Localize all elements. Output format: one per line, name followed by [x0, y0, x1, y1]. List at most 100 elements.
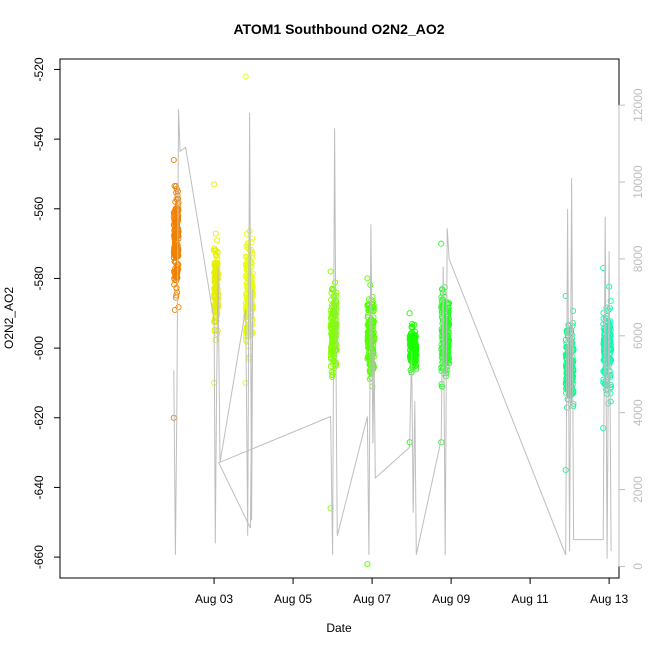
data-point	[175, 265, 182, 273]
data-point	[175, 252, 182, 259]
y2-tick-label: 6000	[631, 322, 645, 349]
data-point	[214, 262, 221, 269]
y2-tick-label: 10000	[631, 165, 645, 199]
data-point	[212, 336, 219, 344]
data-point	[568, 339, 575, 346]
data-point	[175, 232, 182, 240]
y-tick-label: -540	[32, 127, 46, 151]
data-point	[213, 284, 220, 292]
data-point	[607, 349, 614, 356]
data-point	[445, 348, 452, 355]
y-tick-label: -580	[32, 266, 46, 290]
data-point	[331, 353, 338, 360]
data-point	[175, 228, 182, 236]
scatter-series-0	[170, 156, 182, 421]
data-point	[411, 321, 418, 328]
data-point	[568, 331, 575, 338]
data-point	[212, 319, 219, 326]
data-point	[327, 268, 334, 275]
x-tick-label: Aug 13	[590, 592, 628, 606]
data-point	[242, 379, 249, 386]
data-point	[370, 301, 377, 308]
scatter-series-6	[438, 240, 453, 446]
data-point	[173, 277, 180, 284]
data-point	[364, 275, 371, 282]
data-point	[242, 73, 249, 80]
y2-tick-label: 4000	[631, 399, 645, 426]
data-point	[445, 310, 452, 317]
data-point	[413, 347, 420, 354]
data-point	[175, 304, 182, 311]
data-point	[413, 351, 420, 358]
data-point	[172, 183, 180, 190]
plot-frame	[59, 58, 620, 579]
y-axis-title: O2N2_AO2	[2, 287, 16, 349]
data-point	[214, 237, 221, 244]
trace-line	[173, 108, 612, 559]
data-point	[173, 273, 180, 280]
plot-layer	[170, 73, 615, 568]
data-point	[370, 334, 378, 341]
data-point	[173, 285, 180, 292]
y2-tick-label: 0	[631, 563, 645, 570]
data-point	[249, 283, 256, 290]
y-tick-label: -620	[32, 405, 46, 429]
y-tick-label: -640	[32, 475, 46, 499]
data-point	[370, 307, 377, 315]
data-point	[564, 404, 571, 411]
data-point	[370, 346, 377, 353]
data-point	[212, 230, 219, 237]
data-point	[607, 339, 614, 346]
data-point	[412, 333, 419, 340]
data-point	[412, 332, 419, 339]
data-point	[214, 281, 221, 288]
x-axis-title: Date	[326, 621, 352, 635]
x-tick-label: Aug 05	[274, 592, 312, 606]
data-point	[607, 331, 614, 338]
data-point	[175, 235, 182, 242]
data-point	[413, 357, 420, 364]
x-tick-label: Aug 09	[432, 592, 470, 606]
data-point	[413, 343, 420, 350]
data-point	[214, 249, 221, 256]
data-point	[406, 310, 413, 317]
chart-title: ATOM1 Southbound O2N2_AO2	[233, 21, 444, 37]
y-tick-label: -520	[32, 57, 46, 81]
data-point	[214, 265, 221, 272]
scatter-series-7	[562, 292, 577, 474]
y-tick-label: -560	[32, 196, 46, 220]
data-point	[412, 328, 419, 335]
scatter-series-8	[600, 264, 615, 432]
y2-tick-label: 8000	[631, 245, 645, 272]
scatter-series-5	[406, 310, 420, 446]
data-point	[174, 192, 181, 199]
y2-tick-label: 12000	[631, 88, 645, 122]
data-point	[445, 322, 452, 329]
data-point	[600, 425, 607, 432]
y-tick-label: -660	[32, 545, 46, 569]
data-point	[170, 156, 177, 164]
y2-tick-label: 2000	[631, 476, 645, 503]
data-point	[444, 333, 451, 340]
data-point	[213, 252, 220, 260]
data-point	[444, 366, 451, 373]
x-tick-label: Aug 07	[353, 592, 391, 606]
data-point	[413, 365, 420, 372]
data-point	[171, 306, 178, 314]
data-point	[607, 297, 614, 304]
x-tick-label: Aug 03	[195, 592, 233, 606]
data-point	[211, 181, 218, 188]
data-point	[607, 324, 614, 331]
data-point	[173, 189, 180, 196]
x-tick-label: Aug 11	[512, 592, 549, 606]
axes-layer: -660 -640 -620 -600 -580 -560 -540 -520 0 2000 400…	[32, 57, 645, 606]
y-tick-label: -600	[32, 336, 46, 360]
data-point	[370, 314, 377, 321]
data-point	[243, 230, 250, 238]
data-point	[607, 318, 614, 325]
data-point	[175, 261, 182, 268]
data-point	[329, 373, 336, 380]
data-point	[444, 358, 452, 365]
